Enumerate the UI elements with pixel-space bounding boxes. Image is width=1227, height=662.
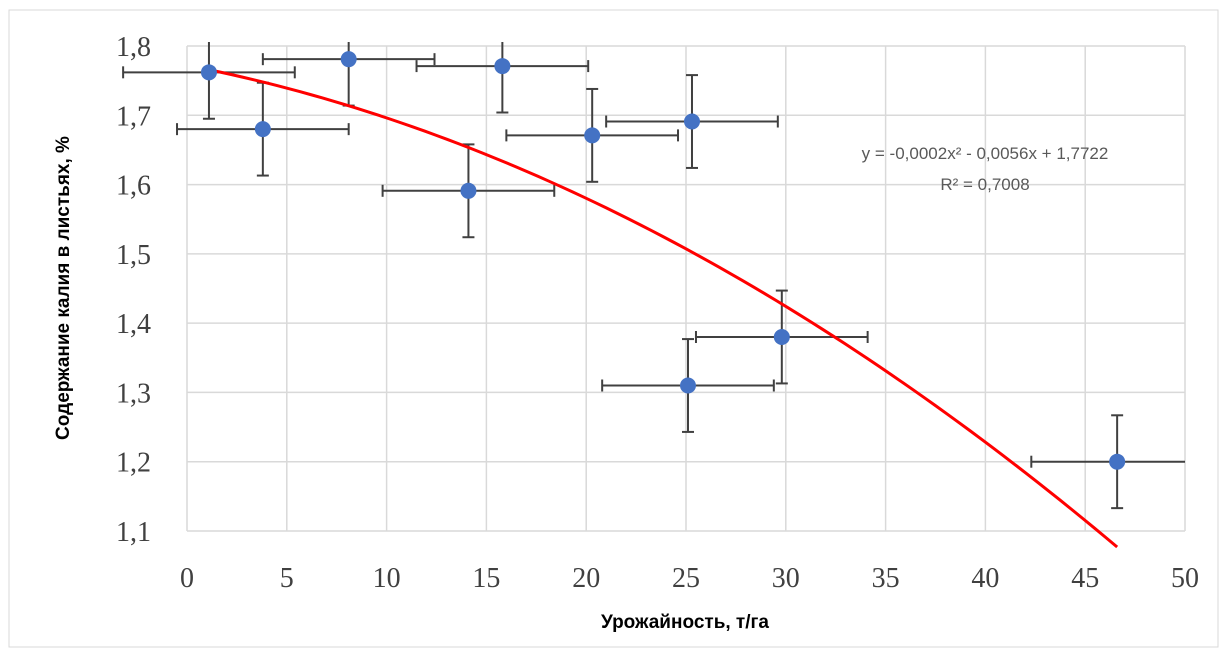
x-axis-title: Урожайность, т/га	[601, 612, 769, 633]
trendline-equation: y = -0,0002x² - 0,0056x + 1,7722	[862, 144, 1109, 163]
y-tick-label: 1,2	[116, 448, 151, 479]
data-point	[200, 64, 217, 81]
x-tick-label: 15	[472, 563, 500, 594]
y-tick-label: 1,4	[116, 309, 151, 340]
x-tick-label: 10	[373, 563, 401, 594]
x-tick-label: 45	[1071, 563, 1099, 594]
data-point	[254, 121, 271, 138]
data-point	[773, 329, 790, 345]
error-bars	[122, 42, 1185, 510]
data-point	[679, 377, 696, 394]
data-points	[200, 51, 1126, 470]
x-tick-label: 40	[971, 563, 999, 594]
y-tick-label: 1,7	[116, 101, 151, 132]
y-axis-title: Содержание калия в листьях, %	[53, 136, 74, 440]
tick-labels: 0 5 10 15 20 25 30 35 40 45 50 1,1 1,2 1,3 1,4 1,5 1,6 1,…	[116, 32, 1199, 594]
chart-border	[8, 9, 1219, 648]
x-tick-label: 35	[872, 563, 900, 594]
trendline-r-squared: R² = 0,7008	[940, 175, 1029, 194]
data-point	[494, 58, 511, 75]
x-tick-label: 50	[1171, 563, 1199, 594]
data-point	[584, 127, 601, 144]
x-tick-label: 25	[672, 563, 700, 594]
x-tick-label: 20	[572, 563, 600, 594]
data-point	[460, 182, 477, 199]
y-tick-label: 1,1	[116, 517, 151, 548]
y-tick-label: 1,5	[116, 240, 151, 271]
trendline	[208, 68, 1119, 549]
x-tick-label: 5	[280, 563, 294, 594]
y-tick-label: 1,6	[116, 171, 151, 202]
data-point	[683, 113, 700, 130]
y-tick-label: 1,8	[116, 32, 151, 63]
data-point	[340, 51, 357, 68]
x-tick-label: 30	[772, 563, 800, 594]
y-tick-label: 1,3	[116, 378, 151, 409]
x-tick-label: 0	[180, 563, 194, 594]
data-point	[1109, 453, 1126, 470]
